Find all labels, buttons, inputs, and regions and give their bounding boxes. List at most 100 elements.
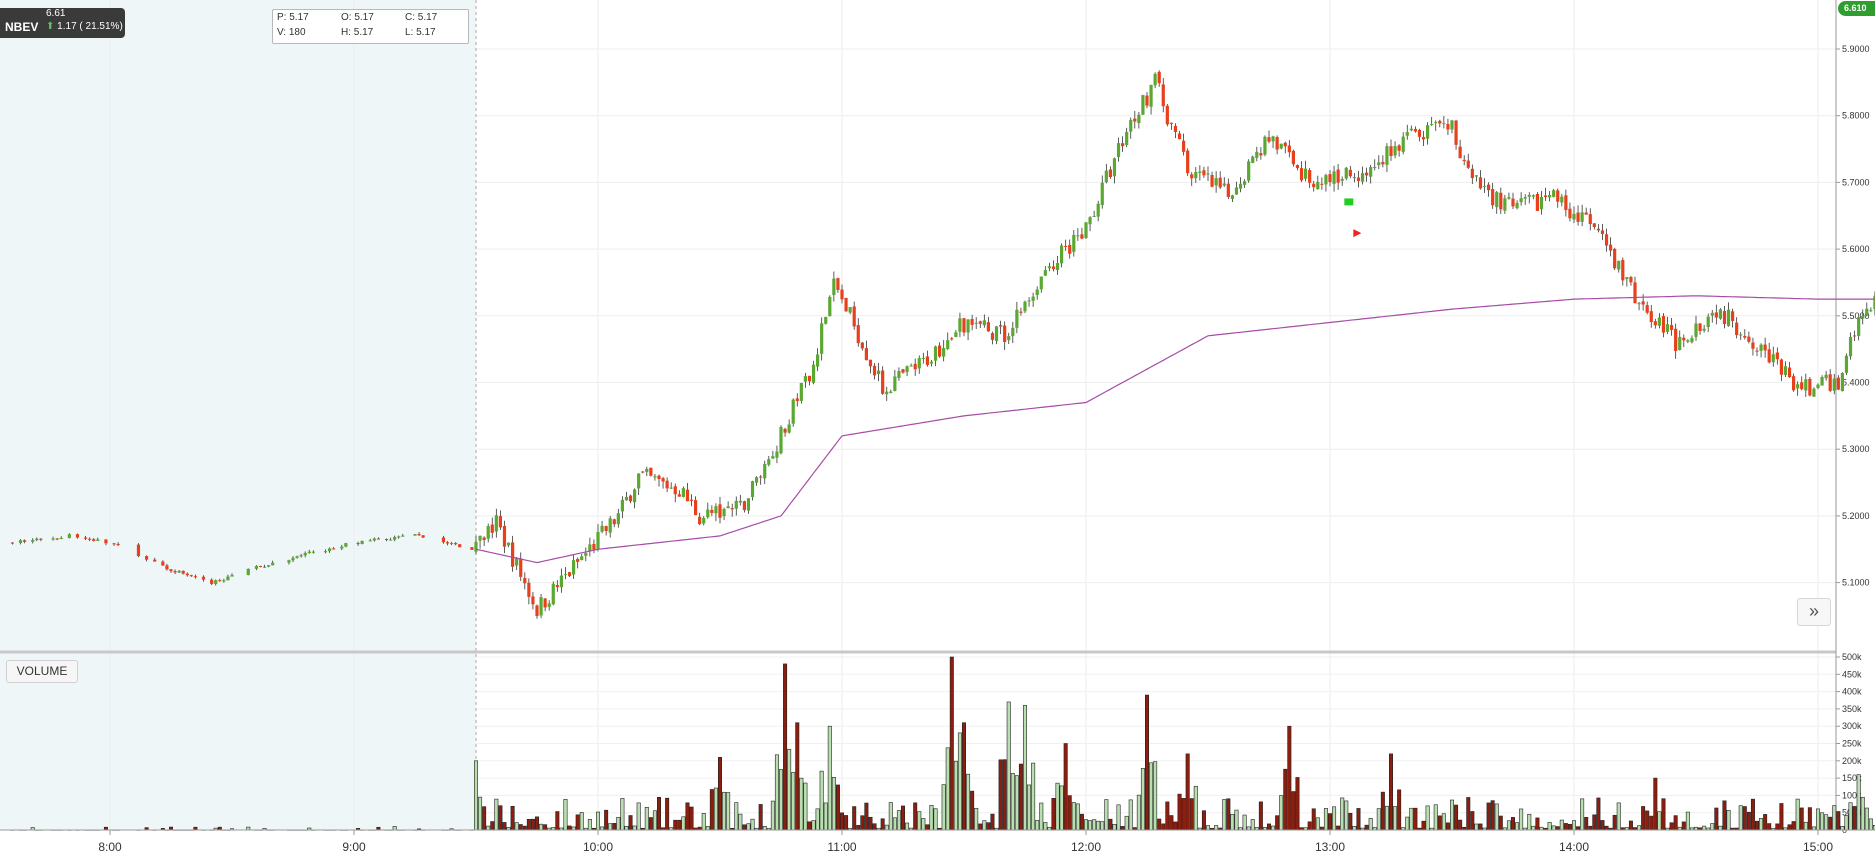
candle-body [1340, 179, 1344, 181]
candle-body [145, 556, 149, 560]
candle-body [173, 571, 177, 573]
candle-body [681, 488, 685, 497]
volume-bar [1075, 803, 1080, 831]
volume-bar [1348, 812, 1353, 831]
candle-body [1568, 208, 1572, 219]
candle-body [1592, 223, 1596, 228]
volume-bar [1376, 808, 1381, 831]
candle-body [1800, 382, 1804, 390]
candle-body [974, 322, 978, 324]
volume-bar [1763, 814, 1768, 831]
candle-body [645, 468, 649, 472]
candle-body [1186, 150, 1190, 174]
ticker-box[interactable]: NBEV 6.61 ⬆ 1.17 ( 21.51%) [0, 8, 125, 38]
candle-body [1482, 186, 1487, 188]
volume-bar [1035, 820, 1040, 831]
ohlc-l: L: 5.17 [405, 27, 436, 38]
candle-body [1064, 245, 1068, 247]
candle-body [1043, 270, 1047, 276]
candle-body [588, 544, 592, 552]
volume-tick-label: 500k [1842, 652, 1862, 662]
volume-bar [1356, 808, 1361, 831]
candle-body [572, 560, 576, 575]
candle-body [661, 478, 665, 482]
volume-bar [1490, 800, 1495, 831]
candle-body [210, 579, 214, 584]
candle-body [1531, 195, 1535, 197]
candle-body [1543, 195, 1548, 198]
volume-tick-label: 400k [1842, 687, 1862, 697]
candle-body [1226, 183, 1230, 197]
volume-bar [1816, 808, 1821, 831]
volume-bar [1067, 795, 1072, 831]
volume-bar [604, 809, 609, 831]
volume-bar [1409, 807, 1414, 831]
candle-body [1617, 260, 1621, 270]
volume-panel-button[interactable]: VOLUME [6, 660, 78, 683]
candle-body [1055, 263, 1060, 271]
candle-body [925, 356, 929, 365]
candle-body [1535, 193, 1539, 211]
candle-body [1726, 309, 1731, 326]
candle-body [600, 525, 604, 532]
price-tick-label: 5.6000 [1842, 244, 1870, 254]
volume-bar [1397, 789, 1402, 831]
candle-body [1153, 73, 1157, 86]
volume-bar [742, 824, 747, 831]
candle-body [1869, 310, 1873, 312]
candle-body [1792, 376, 1796, 391]
candle-body [1478, 177, 1483, 189]
candle-body [1763, 344, 1767, 351]
volume-bar [1576, 826, 1581, 831]
volume-bar [925, 824, 930, 831]
volume-bar [1120, 826, 1125, 831]
volume-bar [1214, 825, 1219, 831]
volume-bar [1124, 815, 1129, 831]
volume-tick-label: 350k [1842, 704, 1862, 714]
volume-bar [1657, 811, 1662, 831]
volume-bar [539, 823, 544, 831]
candle-body [441, 537, 446, 543]
volume-bar [1710, 823, 1715, 831]
volume-bar [579, 812, 584, 831]
volume-bar [1336, 825, 1341, 831]
candle-body [1710, 312, 1714, 316]
candle-body [511, 542, 515, 567]
candle-body [791, 399, 795, 424]
volume-bar [1185, 753, 1190, 831]
volume-bar [1169, 815, 1174, 831]
candle-body [1434, 122, 1438, 124]
candle-body [580, 556, 584, 561]
candle-body [539, 597, 543, 616]
time-tick-label: 14:00 [1559, 840, 1589, 854]
candle-body [478, 535, 482, 541]
volume-bar [673, 819, 678, 831]
volume-bar [953, 760, 958, 831]
volume-bar [998, 759, 1003, 831]
volume-bar [612, 823, 617, 831]
volume-bar [1759, 818, 1764, 831]
candle-body [913, 363, 917, 370]
candle-body [1060, 245, 1064, 264]
volume-bar [795, 722, 800, 831]
volume-bar [1787, 824, 1792, 831]
candle-body [1405, 132, 1409, 136]
volume-bar [1165, 801, 1170, 831]
volume-bar [1189, 798, 1194, 831]
scroll-right-button[interactable]: » [1797, 598, 1831, 626]
candle-body [35, 538, 39, 541]
candle-body [1177, 133, 1182, 140]
volume-tick-label: 200k [1842, 756, 1862, 766]
candle-body [1625, 277, 1629, 280]
candle-body [1767, 349, 1771, 363]
volume-bar [473, 760, 478, 831]
candle-body [1190, 174, 1194, 179]
candle-body [702, 518, 706, 524]
candle-body [1641, 301, 1645, 305]
volume-bar [1820, 812, 1825, 831]
candle-body [1084, 222, 1088, 238]
volume-bar [835, 784, 840, 831]
candle-body [885, 391, 889, 395]
volume-bar [1478, 823, 1483, 831]
